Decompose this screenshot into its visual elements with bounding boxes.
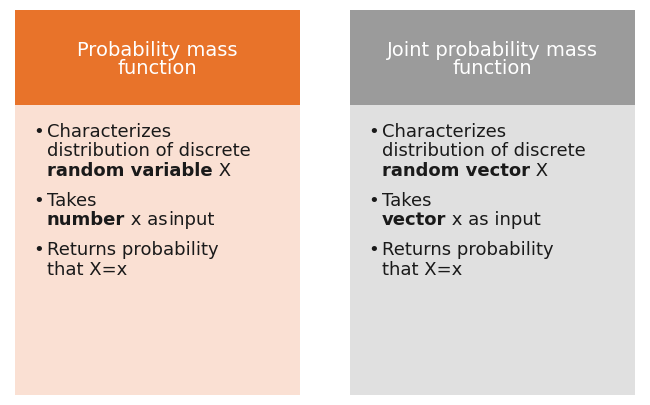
Text: X: X [530, 162, 548, 180]
Text: function: function [452, 60, 532, 79]
Text: Takes: Takes [47, 192, 102, 210]
Text: Takes: Takes [382, 192, 437, 210]
Text: Returns probability: Returns probability [47, 241, 218, 259]
Text: x as: x as [125, 211, 168, 229]
Text: function: function [118, 60, 198, 79]
Bar [350, 10, 635, 105]
Text: Characterizes: Characterizes [382, 123, 506, 141]
Text: that X=x: that X=x [382, 261, 462, 279]
Text: •: • [33, 241, 44, 259]
Text: random vector: random vector [382, 162, 530, 180]
Bar [350, 105, 635, 395]
Text: •: • [33, 192, 44, 210]
Text: random variable: random variable [47, 162, 213, 180]
Bar [15, 10, 300, 105]
Text: Characterizes: Characterizes [47, 123, 171, 141]
Text: •: • [368, 123, 379, 141]
Text: number: number [47, 211, 125, 229]
Text: •: • [368, 241, 379, 259]
Text: X: X [213, 162, 231, 180]
Text: Probability mass: Probability mass [77, 40, 238, 60]
Text: that X=x: that X=x [47, 261, 127, 279]
Text: input: input [168, 211, 215, 229]
Text: distribution of discrete: distribution of discrete [47, 143, 251, 160]
Text: distribution of discrete: distribution of discrete [382, 143, 586, 160]
Bar [15, 105, 300, 395]
Text: x as input: x as input [447, 211, 541, 229]
Text: •: • [33, 123, 44, 141]
Text: Joint probability mass: Joint probability mass [387, 40, 598, 60]
Text: Returns probability: Returns probability [382, 241, 554, 259]
Text: vector: vector [382, 211, 447, 229]
Text: •: • [368, 192, 379, 210]
